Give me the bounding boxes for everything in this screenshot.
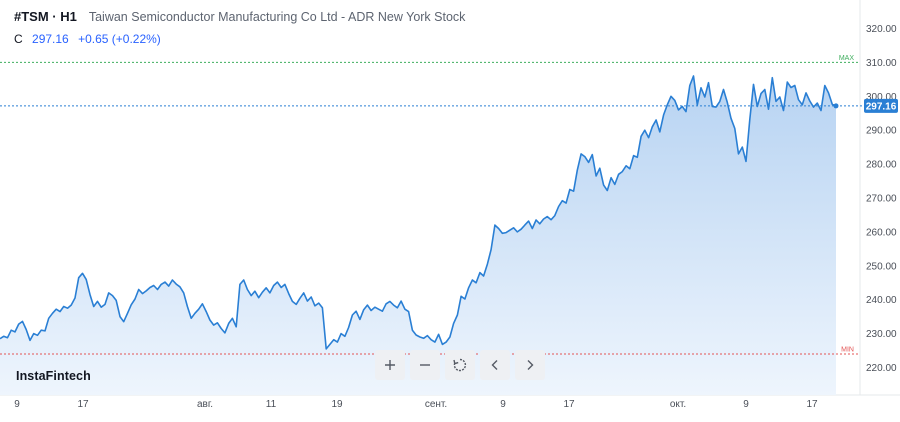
y-tick-label: 240.00 bbox=[866, 295, 897, 306]
x-tick-label: 17 bbox=[77, 399, 89, 410]
min-label: MIN bbox=[841, 346, 854, 353]
x-tick-label: 9 bbox=[743, 399, 749, 410]
y-tick-label: 320.00 bbox=[866, 24, 897, 35]
scroll-left-button[interactable] bbox=[480, 350, 510, 380]
y-tick-label: 260.00 bbox=[866, 227, 897, 238]
current-price-badge: 297.16 bbox=[864, 98, 898, 113]
price-area bbox=[0, 76, 836, 395]
scroll-right-button[interactable] bbox=[515, 350, 545, 380]
max-label: MAX bbox=[839, 55, 855, 62]
chevron-left-icon bbox=[491, 360, 498, 370]
x-tick-label: 17 bbox=[563, 399, 575, 410]
symbol-label: #TSM · H1 bbox=[14, 9, 77, 24]
y-tick-label: 290.00 bbox=[866, 126, 897, 137]
price-line bbox=[0, 75, 837, 350]
y-axis: 320.00 310.00 300.00 290.00 280.00 270.00 260.… bbox=[866, 24, 897, 374]
x-tick-label: сент. bbox=[425, 399, 447, 410]
x-tick-label: окт. bbox=[670, 399, 686, 410]
x-tick-label: 9 bbox=[500, 399, 506, 410]
x-tick-label: 11 bbox=[266, 399, 277, 410]
y-tick-label: 310.00 bbox=[866, 58, 897, 69]
chevron-right-icon bbox=[527, 360, 534, 370]
x-tick-label: авг. bbox=[197, 399, 213, 410]
y-tick-label: 230.00 bbox=[866, 329, 897, 340]
y-tick-label: 300.00 bbox=[866, 92, 897, 103]
svg-text:297.16: 297.16 bbox=[866, 101, 897, 112]
reset-icon bbox=[453, 358, 467, 372]
chart-header: #TSM · H1 Taiwan Semiconductor Manufactu… bbox=[14, 9, 465, 46]
x-tick-label: 19 bbox=[331, 399, 343, 410]
y-tick-label: 270.00 bbox=[866, 194, 897, 205]
close-label: C bbox=[14, 32, 23, 46]
x-tick-label: 9 bbox=[14, 399, 20, 410]
minus-icon bbox=[420, 364, 430, 366]
chart-toolbar bbox=[375, 350, 545, 380]
zoom-in-button[interactable] bbox=[375, 350, 405, 380]
plus-icon bbox=[385, 360, 395, 370]
reset-zoom-button[interactable] bbox=[445, 350, 475, 380]
y-tick-label: 220.00 bbox=[866, 363, 897, 374]
last-price-dot bbox=[833, 103, 839, 109]
close-value: 297.16 bbox=[32, 32, 69, 46]
x-axis: 9 17 авг. 11 19 сент. 9 17 окт. 9 17 bbox=[14, 399, 818, 410]
price-change: +0.65 (+0.22%) bbox=[78, 32, 161, 46]
instrument-name: Taiwan Semiconductor Manufacturing Co Lt… bbox=[88, 10, 466, 24]
y-tick-label: 280.00 bbox=[866, 160, 897, 171]
x-tick-label: 17 bbox=[806, 399, 818, 410]
y-tick-label: 250.00 bbox=[866, 261, 897, 272]
brand-logo: InstaFintech bbox=[16, 369, 91, 383]
zoom-out-button[interactable] bbox=[410, 350, 440, 380]
